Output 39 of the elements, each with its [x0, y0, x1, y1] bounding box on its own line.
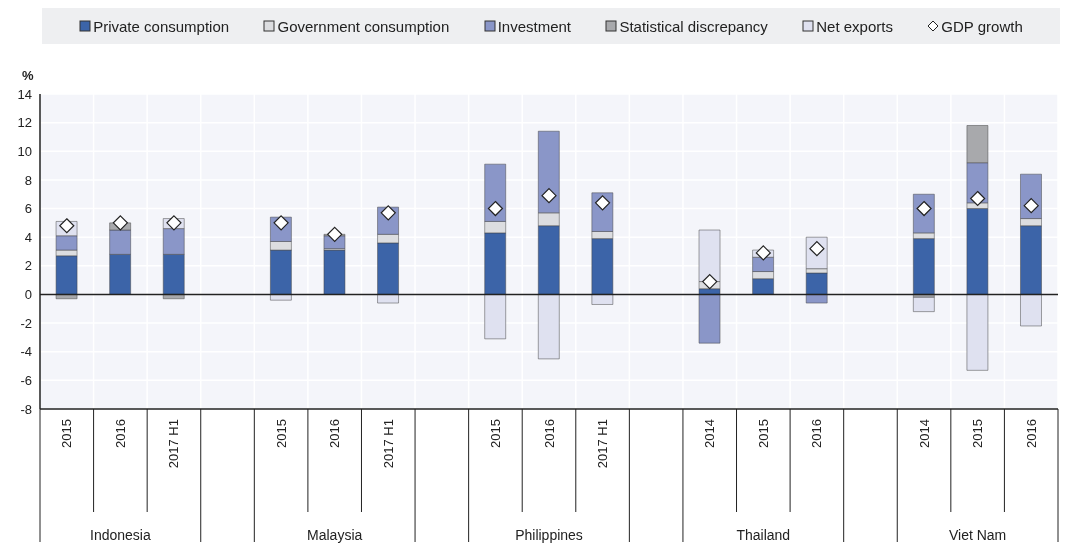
y-tick-label: 4	[24, 229, 32, 245]
y-tick-label: -2	[20, 315, 32, 331]
y-tick-label: 10	[17, 143, 32, 159]
legend-label: Net exports	[815, 17, 893, 35]
x-tick-label: 2015	[755, 419, 771, 448]
y-axis-title: %	[22, 68, 34, 83]
text: Indonesia	[90, 527, 151, 543]
x-tick-label: 2014	[702, 419, 718, 448]
x-tick-label: 2016	[327, 419, 343, 448]
x-tick-label: 2016	[809, 419, 825, 448]
legend-label: GDP growth	[940, 17, 1023, 35]
y-tick-label: 2	[24, 258, 32, 274]
legend-label: Private consumption	[92, 17, 230, 35]
legend-label: Investment	[496, 17, 572, 35]
x-tick-label: 2017 H1	[166, 419, 182, 469]
x-tick-label: 2015	[487, 419, 503, 448]
x-tick-label: 2016	[541, 419, 557, 448]
x-tick-label: 2016	[1023, 419, 1039, 448]
x-tick-label: 2014	[916, 419, 932, 448]
text: Philippines	[515, 527, 583, 543]
y-tick-label: -8	[20, 401, 32, 417]
text: Viet Nam	[948, 527, 1007, 543]
x-tick-label: 2017 H1	[595, 419, 611, 469]
y-tick-label: 6	[24, 201, 32, 217]
y-tick-label: -6	[20, 372, 32, 388]
y-tick-label: 8	[24, 172, 32, 188]
x-tick-label: 2017 H1	[380, 419, 396, 469]
y-tick-label: -4	[20, 344, 32, 360]
x-tick-label: 2016	[112, 419, 128, 448]
x-tick-label: 2015	[59, 419, 75, 448]
legend-label: Statistical discrepancy	[618, 17, 768, 35]
text: Malaysia	[307, 527, 363, 543]
y-tick-label: 14	[17, 86, 32, 102]
y-tick-label: 12	[17, 115, 32, 131]
y-tick-label: 0	[24, 287, 32, 303]
text: Thailand	[736, 527, 791, 543]
x-tick-label: 2015	[273, 419, 289, 448]
x-tick-label: 2015	[970, 419, 986, 448]
legend-label: Government consumption	[276, 17, 450, 35]
